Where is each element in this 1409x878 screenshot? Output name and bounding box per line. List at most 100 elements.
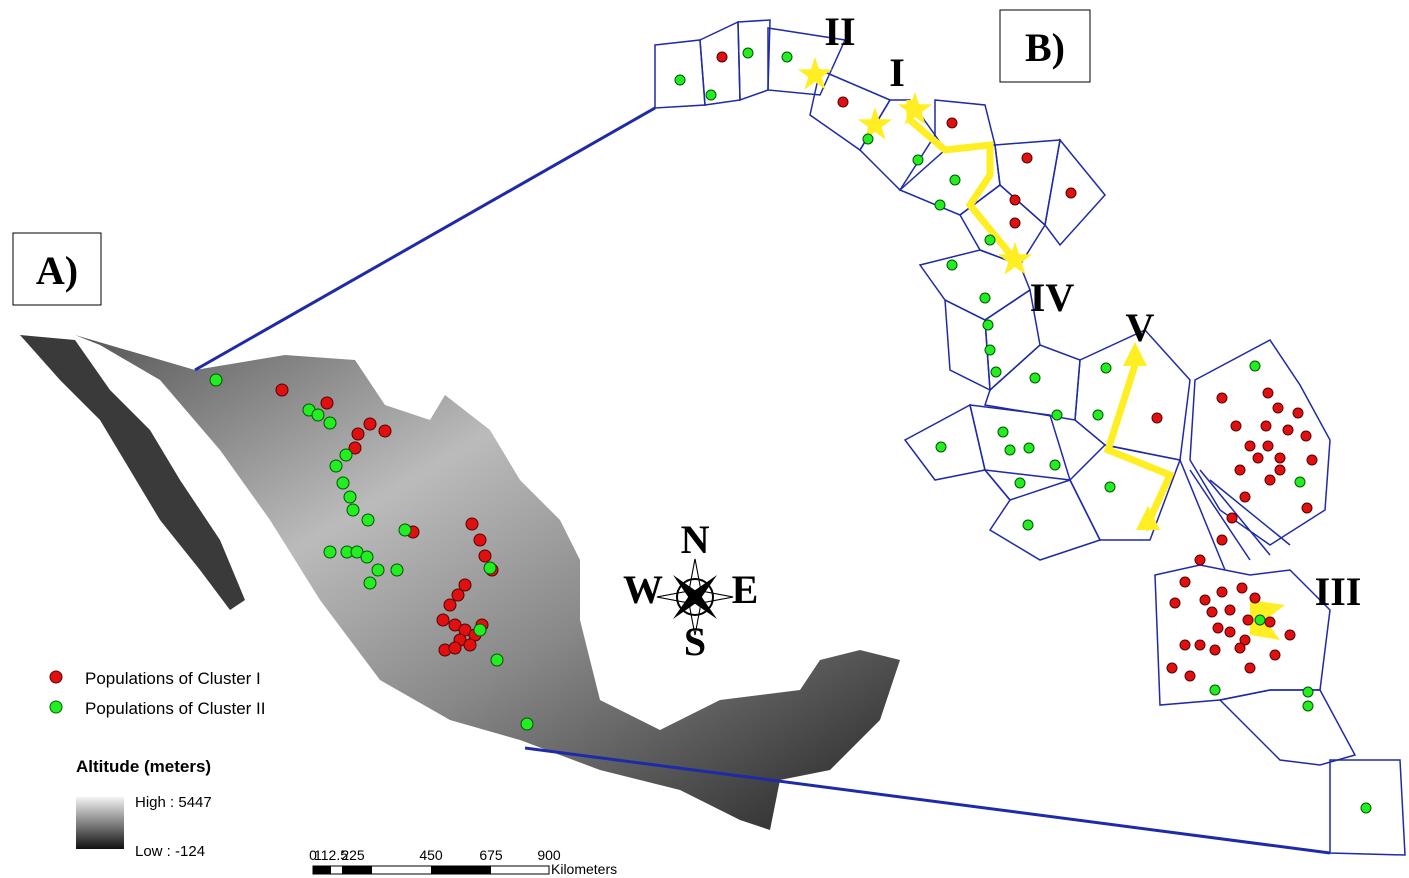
- population-cluster-1: [449, 642, 461, 654]
- population-cluster-1: [1217, 393, 1227, 403]
- population-cluster-2: [1295, 477, 1305, 487]
- barrier-label: I: [889, 50, 905, 95]
- compass-label: E: [732, 567, 759, 612]
- population-cluster-2: [947, 260, 957, 270]
- population-cluster-1: [1167, 663, 1177, 673]
- population-cluster-1: [1010, 218, 1020, 228]
- population-cluster-2: [1361, 803, 1371, 813]
- population-cluster-1: [1245, 441, 1255, 451]
- population-cluster-2: [1015, 478, 1025, 488]
- population-cluster-1: [1207, 607, 1217, 617]
- population-cluster-1: [1293, 408, 1303, 418]
- compass-label: N: [681, 517, 710, 562]
- compass-label: S: [684, 619, 706, 664]
- population-cluster-2: [1101, 363, 1111, 373]
- population-cluster-2: [675, 75, 685, 85]
- population-cluster-1: [1022, 153, 1032, 163]
- population-cluster-2: [1093, 410, 1103, 420]
- population-cluster-1: [1231, 421, 1241, 431]
- population-cluster-2: [991, 367, 1001, 377]
- population-cluster-1: [321, 397, 333, 409]
- compass-label: W: [623, 567, 663, 612]
- population-cluster-2: [399, 524, 411, 536]
- population-cluster-2: [1105, 482, 1115, 492]
- voronoi-cell: [945, 300, 990, 390]
- population-cluster-1: [717, 52, 727, 62]
- population-cluster-1: [1213, 623, 1223, 633]
- population-cluster-1: [1270, 650, 1280, 660]
- population-cluster-2: [936, 442, 946, 452]
- population-cluster-1: [1195, 640, 1205, 650]
- legend: Populations of Cluster I Populations of …: [50, 669, 265, 860]
- voronoi-cell: [1190, 340, 1330, 545]
- barrier-label: III: [1315, 569, 1362, 614]
- population-cluster-1: [1285, 630, 1295, 640]
- population-cluster-2: [484, 562, 496, 574]
- population-cluster-2: [324, 546, 336, 558]
- population-cluster-1: [1265, 475, 1275, 485]
- population-cluster-1: [474, 534, 486, 546]
- altitude-ramp: [76, 797, 124, 849]
- population-cluster-2: [344, 491, 356, 503]
- population-cluster-1: [1240, 492, 1250, 502]
- population-cluster-2: [362, 514, 374, 526]
- population-cluster-1: [1275, 465, 1285, 475]
- altitude-low: Low : -124: [135, 843, 205, 860]
- barrier-label: II: [824, 9, 855, 54]
- population-cluster-1: [1217, 587, 1227, 597]
- population-cluster-1: [1010, 195, 1020, 205]
- scale-label: 450: [419, 847, 443, 863]
- population-cluster-2: [364, 577, 376, 589]
- population-cluster-2: [935, 200, 945, 210]
- panel-label: B): [1025, 25, 1065, 70]
- population-cluster-1: [1225, 605, 1235, 615]
- barrier-path: [1108, 350, 1170, 530]
- population-cluster-1: [479, 550, 491, 562]
- population-cluster-1: [1225, 627, 1235, 637]
- cell-edge: [1200, 470, 1270, 555]
- population-cluster-1: [1250, 593, 1260, 603]
- population-cluster-1: [1243, 615, 1253, 625]
- population-cluster-2: [1005, 445, 1015, 455]
- population-cluster-1: [1235, 465, 1245, 475]
- population-cluster-1: [1185, 671, 1195, 681]
- voronoi-cell: [655, 40, 705, 108]
- population-cluster-1: [379, 425, 391, 437]
- voronoi-cell: [700, 22, 740, 105]
- population-cluster-1: [364, 418, 376, 430]
- altitude-title: Altitude (meters): [76, 757, 211, 776]
- scale-bar-segment: [353, 866, 372, 874]
- population-cluster-2: [521, 718, 533, 730]
- population-cluster-1: [437, 614, 449, 626]
- population-cluster-1: [452, 589, 464, 601]
- barriers: [798, 57, 1285, 640]
- population-cluster-2: [1052, 410, 1062, 420]
- population-cluster-1: [947, 118, 957, 128]
- population-cluster-1: [1283, 425, 1293, 435]
- legend-symbol: [50, 701, 62, 713]
- zoom-line: [525, 748, 1330, 853]
- population-cluster-1: [466, 518, 478, 530]
- population-cluster-1: [1152, 413, 1162, 423]
- population-cluster-2: [1303, 687, 1313, 697]
- population-cluster-1: [1302, 503, 1312, 513]
- population-cluster-2: [983, 320, 993, 330]
- population-cluster-2: [210, 374, 222, 386]
- population-cluster-2: [985, 345, 995, 355]
- population-cluster-1: [464, 639, 476, 651]
- population-cluster-1: [1301, 431, 1311, 441]
- cell-edge: [1180, 460, 1225, 570]
- legend-symbol: [50, 671, 62, 683]
- population-cluster-1: [1195, 555, 1205, 565]
- population-cluster-2: [1303, 701, 1313, 711]
- population-cluster-2: [950, 175, 960, 185]
- population-cluster-1: [1217, 535, 1227, 545]
- voronoi-cell: [860, 100, 935, 190]
- zoom-line: [195, 108, 655, 370]
- scale-bar-segment: [342, 866, 353, 874]
- barrier-star: [858, 107, 892, 140]
- population-cluster-2: [1023, 520, 1033, 530]
- population-cluster-2: [998, 427, 1008, 437]
- population-cluster-1: [1253, 453, 1263, 463]
- population-cluster-1: [1275, 453, 1285, 463]
